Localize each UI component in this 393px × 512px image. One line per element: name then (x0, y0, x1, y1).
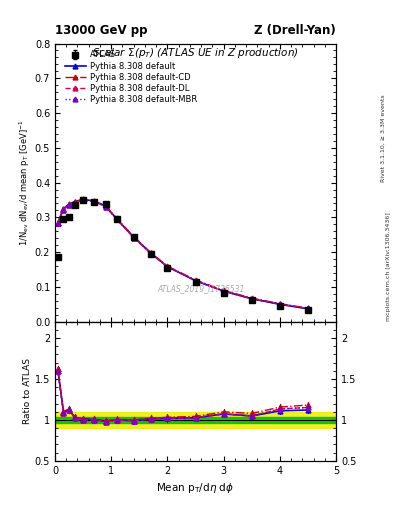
Pythia 8.308 default-DL (114, 217, 119, 223)
Pythia 8.308 default-CD (148, 249, 153, 255)
Bar (55, 417, 336, 423)
Pythia 8.308 default-MBR (250, 296, 254, 302)
Pythia 8.308 default-DL (193, 278, 198, 284)
Pythia 8.308 default-CD (103, 203, 108, 209)
Y-axis label: 1/N$_{\mathregular{ev}}$ dN$_{\mathregular{ev}}$/d mean p$_{\mathregular{T}}$ [G: 1/N$_{\mathregular{ev}}$ dN$_{\mathregul… (18, 119, 32, 246)
Pythia 8.308 default-DL (250, 296, 254, 302)
Pythia 8.308 default (193, 278, 198, 284)
Pythia 8.308 default-CD (193, 277, 198, 283)
Text: Z (Drell-Yan): Z (Drell-Yan) (254, 24, 336, 37)
Line: Pythia 8.308 default-CD: Pythia 8.308 default-CD (55, 197, 310, 311)
Pythia 8.308 default-CD (131, 233, 136, 240)
Pythia 8.308 default-MBR (55, 220, 60, 226)
Text: ATLAS_2019_I1736531: ATLAS_2019_I1736531 (158, 284, 245, 293)
Pythia 8.308 default-CD (81, 196, 86, 202)
Pythia 8.308 default (67, 201, 72, 207)
Pythia 8.308 default (131, 234, 136, 240)
Text: 13000 GeV pp: 13000 GeV pp (55, 24, 147, 37)
Pythia 8.308 default-DL (55, 220, 60, 226)
Pythia 8.308 default-DL (61, 207, 66, 213)
Pythia 8.308 default-CD (114, 216, 119, 222)
Pythia 8.308 default (277, 301, 282, 307)
Pythia 8.308 default-MBR (148, 250, 153, 257)
Pythia 8.308 default-DL (81, 197, 86, 203)
Text: mcplots.cern.ch [arXiv:1306.3436]: mcplots.cern.ch [arXiv:1306.3436] (386, 212, 391, 321)
Pythia 8.308 default-MBR (61, 207, 66, 213)
Pythia 8.308 default-MBR (72, 199, 77, 205)
Pythia 8.308 default-CD (250, 295, 254, 301)
Pythia 8.308 default-DL (148, 250, 153, 257)
Legend: ATLAS, Pythia 8.308 default, Pythia 8.308 default-CD, Pythia 8.308 default-DL, P: ATLAS, Pythia 8.308 default, Pythia 8.30… (65, 51, 197, 104)
Pythia 8.308 default (114, 216, 119, 222)
Pythia 8.308 default (221, 288, 226, 294)
Pythia 8.308 default-MBR (131, 234, 136, 241)
Pythia 8.308 default (81, 196, 86, 202)
Pythia 8.308 default-MBR (114, 217, 119, 223)
Pythia 8.308 default-DL (92, 199, 97, 205)
Pythia 8.308 default-MBR (221, 288, 226, 294)
Pythia 8.308 default-MBR (277, 301, 282, 307)
Pythia 8.308 default-CD (221, 287, 226, 293)
Pythia 8.308 default-DL (277, 301, 282, 307)
Pythia 8.308 default-DL (221, 288, 226, 294)
Pythia 8.308 default-MBR (67, 202, 72, 208)
Pythia 8.308 default (61, 206, 66, 212)
Pythia 8.308 default-DL (67, 202, 72, 208)
Line: Pythia 8.308 default: Pythia 8.308 default (55, 197, 310, 311)
Pythia 8.308 default-MBR (193, 278, 198, 284)
Pythia 8.308 default (55, 220, 60, 226)
Text: Rivet 3.1.10, ≥ 3.3M events: Rivet 3.1.10, ≥ 3.3M events (381, 94, 386, 182)
Pythia 8.308 default-MBR (92, 199, 97, 205)
Pythia 8.308 default-MBR (103, 204, 108, 210)
Pythia 8.308 default (250, 296, 254, 302)
Pythia 8.308 default-DL (165, 264, 170, 270)
Pythia 8.308 default-DL (103, 204, 108, 210)
Pythia 8.308 default (165, 264, 170, 270)
Pythia 8.308 default-MBR (306, 306, 310, 312)
Pythia 8.308 default (92, 198, 97, 204)
Y-axis label: Ratio to ATLAS: Ratio to ATLAS (23, 358, 32, 424)
Pythia 8.308 default-CD (55, 220, 60, 226)
Pythia 8.308 default-DL (131, 234, 136, 241)
Pythia 8.308 default-CD (72, 199, 77, 205)
Pythia 8.308 default-CD (306, 305, 310, 311)
Pythia 8.308 default-DL (306, 306, 310, 312)
Pythia 8.308 default-CD (165, 263, 170, 269)
Pythia 8.308 default (72, 199, 77, 205)
Pythia 8.308 default-CD (61, 206, 66, 212)
Pythia 8.308 default-CD (67, 201, 72, 207)
Pythia 8.308 default-CD (277, 301, 282, 307)
Line: Pythia 8.308 default-DL: Pythia 8.308 default-DL (55, 198, 310, 311)
Pythia 8.308 default (103, 203, 108, 209)
Pythia 8.308 default (148, 250, 153, 256)
Line: Pythia 8.308 default-MBR: Pythia 8.308 default-MBR (55, 198, 310, 311)
Text: Scalar $\Sigma$(p$_{\mathregular{T}}$) (ATLAS UE in Z production): Scalar $\Sigma$(p$_{\mathregular{T}}$) (… (92, 46, 299, 60)
Pythia 8.308 default-MBR (81, 197, 86, 203)
Pythia 8.308 default-DL (72, 199, 77, 205)
Pythia 8.308 default (306, 306, 310, 312)
Pythia 8.308 default-CD (92, 198, 97, 204)
Pythia 8.308 default-MBR (165, 264, 170, 270)
X-axis label: Mean p$_{\mathregular{T}}$/d$\eta$ d$\phi$: Mean p$_{\mathregular{T}}$/d$\eta$ d$\ph… (156, 481, 235, 495)
Bar (55, 412, 336, 428)
